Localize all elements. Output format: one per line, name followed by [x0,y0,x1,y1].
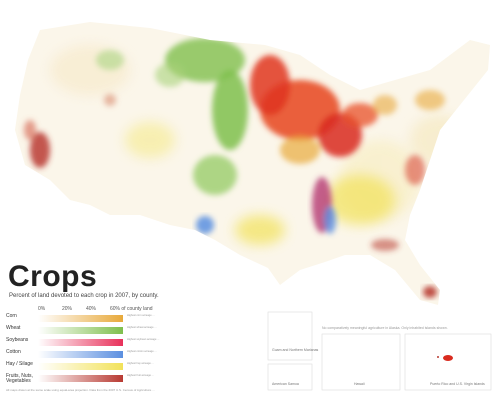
inset-puerto-rico [404,333,492,391]
legend-swatch-hay [38,363,123,370]
eastern-mix-region [405,90,445,185]
inset-label-hawaii: Hawaii [354,382,365,386]
crop-legend: Corn Highest corn acreage ... Wheat High… [6,313,206,385]
fruit-vegetable-region [24,94,399,251]
legend-row-hay: Hay / Silage Highest hay acreage ... [6,361,206,373]
inset-label-puerto-rico: Puerto Rico and U.S. Virgin Islands [430,382,485,386]
legend-row-cotton: Cotton Highest cotton acreage ... [6,349,206,361]
us-landmass [15,22,490,305]
legend-swatch-wheat [38,327,123,334]
map-footnote: All maps drawn at the same scale using e… [6,388,155,392]
legend-swatch-corn [38,315,123,322]
scale-tick: 40% [86,306,97,312]
scale-tick: 60% of county land [110,306,153,312]
cotton-region [196,216,214,234]
scale-ticks: 0% 20% 40% 60% of county land [38,306,168,314]
legend-row-soybeans: Soybeans Highest soybean acreage ... [6,337,206,349]
legend-note: Highest cotton acreage ... [127,350,157,353]
legend-note: Highest fruit acreage ... [127,374,154,377]
inset-guam [267,311,313,361]
mississippi-delta-region [312,177,336,234]
inset-note: No comparatively meaningful agriculture … [322,326,448,330]
inset-hawaii [321,333,401,391]
legend-label: Cotton [6,349,21,355]
legend-label: Soybeans [6,337,29,343]
legend-row-wheat: Wheat Highest wheat acreage ... [6,325,206,337]
corn-soybean-region [250,55,397,164]
inset-samoa [267,363,313,391]
scale-tick: 20% [62,306,73,312]
legend-note: Highest soybean acreage ... [127,338,160,341]
map-title: Crops [8,260,98,293]
florida-fruit-region [423,286,437,298]
inset-label-samoa: American Samoa [272,382,299,386]
legend-swatch-fruits [38,375,123,382]
wheat-region [96,38,248,195]
puerto-rico-crop-spot [437,355,453,361]
legend-row-corn: Corn Highest corn acreage ... [6,313,206,325]
hay-region [125,122,395,245]
legend-label: Wheat [6,325,21,331]
legend-label: Hay / Silage [6,361,33,367]
scale-tick: 0% [38,306,46,312]
legend-note: Highest wheat acreage ... [127,326,157,329]
legend-note: Highest hay acreage ... [127,362,154,365]
legend-row-fruits: Fruits, Nuts, Vegetables Highest fruit a… [6,373,206,385]
inset-label-guam: Guam and Northern Marianas [272,348,319,352]
legend-note: Highest corn acreage ... [127,314,155,317]
legend-label: Corn [6,313,17,319]
map-subtitle: Percent of land devoted to each crop in … [9,293,159,299]
legend-swatch-soybeans [38,339,123,346]
legend-label: Fruits, Nuts, Vegetables [6,373,33,384]
legend-swatch-cotton [38,351,123,358]
